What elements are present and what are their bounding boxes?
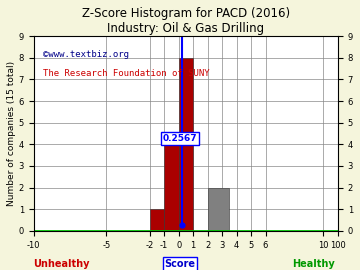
Text: The Research Foundation of SUNY: The Research Foundation of SUNY (43, 69, 210, 78)
Bar (208, 188, 229, 231)
Text: Unhealthy: Unhealthy (33, 259, 89, 269)
Bar (179, 58, 193, 231)
Text: Healthy: Healthy (292, 259, 334, 269)
Title: Z-Score Histogram for PACD (2016)
Industry: Oil & Gas Drilling: Z-Score Histogram for PACD (2016) Indust… (82, 7, 290, 35)
Text: 0.2567: 0.2567 (163, 134, 198, 143)
Bar (150, 209, 164, 231)
Text: Score: Score (165, 259, 195, 269)
Y-axis label: Number of companies (15 total): Number of companies (15 total) (7, 61, 16, 206)
Bar (164, 144, 179, 231)
Text: ©www.textbiz.org: ©www.textbiz.org (43, 50, 129, 59)
